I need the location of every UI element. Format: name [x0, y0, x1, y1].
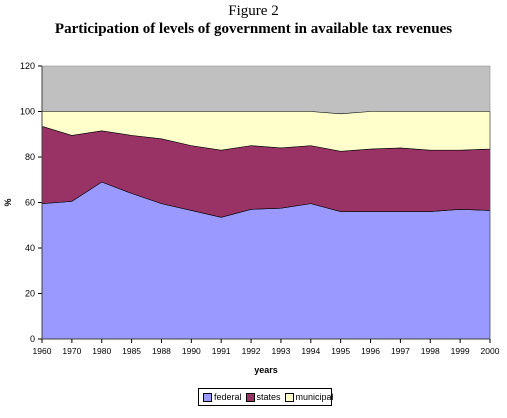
chart-title: Participation of levels of government in…	[54, 21, 453, 37]
y-tick-label: 120	[20, 61, 35, 71]
x-tick-label: 1990	[182, 346, 201, 356]
y-tick-label: 20	[25, 289, 35, 299]
x-tick-label: 1998	[421, 346, 440, 356]
y-tick-label: 40	[25, 243, 35, 253]
x-tick-label: 1980	[92, 346, 111, 356]
y-tick-label: 60	[25, 198, 35, 208]
y-tick-label: 100	[20, 107, 35, 117]
legend-label-states: states	[256, 392, 281, 402]
x-tick-label: 1988	[152, 346, 171, 356]
legend-item-municipal: municipal	[284, 392, 334, 402]
legend-swatch-states	[245, 392, 255, 402]
x-axis-label: years	[254, 365, 278, 375]
x-tick-label: 1960	[33, 346, 52, 356]
plot-border	[41, 65, 491, 340]
x-tick-label: 1993	[271, 346, 290, 356]
legend-item-federal: federal	[203, 392, 242, 402]
x-tick-label: 2000	[481, 346, 500, 356]
legend: federal states municipal	[198, 388, 334, 406]
x-tick-label: 1992	[242, 346, 261, 356]
y-tick-label: 80	[25, 152, 35, 162]
legend-swatch-municipal	[284, 392, 294, 402]
legend-label-municipal: municipal	[295, 392, 334, 402]
x-tick-label: 1996	[361, 346, 380, 356]
figure-label: Figure 2	[228, 3, 279, 19]
x-tick-label: 1999	[451, 346, 470, 356]
legend-label-federal: federal	[214, 392, 242, 402]
x-tick-label: 1997	[391, 346, 410, 356]
y-tick-label: 0	[30, 334, 35, 344]
x-tick-label: 1995	[331, 346, 350, 356]
x-tick-label: 1994	[301, 346, 320, 356]
x-tick-label: 1985	[122, 346, 141, 356]
x-tick-label: 1970	[62, 346, 81, 356]
x-tick-label: 1991	[212, 346, 231, 356]
legend-item-states: states	[245, 392, 281, 402]
y-axis-label: %	[3, 198, 13, 206]
legend-swatch-federal	[203, 392, 212, 402]
